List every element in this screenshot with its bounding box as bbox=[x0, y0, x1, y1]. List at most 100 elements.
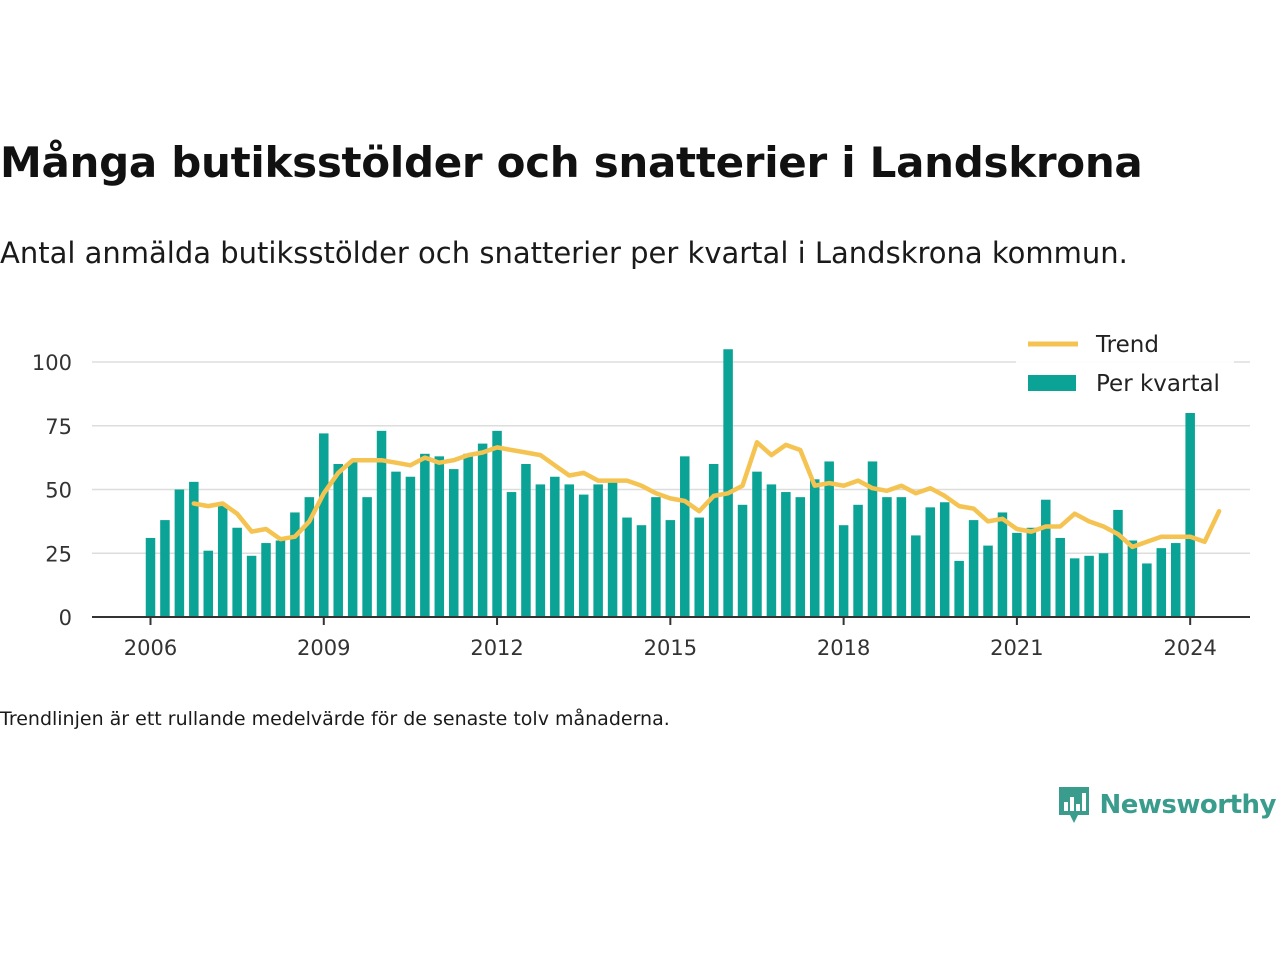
y-tick-label: 75 bbox=[45, 415, 72, 439]
x-tick-label: 2009 bbox=[297, 636, 350, 660]
bar bbox=[665, 520, 676, 617]
bar bbox=[420, 453, 430, 617]
bar bbox=[477, 443, 488, 617]
bar bbox=[333, 464, 343, 617]
y-tick-label: 50 bbox=[45, 479, 72, 503]
bar bbox=[939, 502, 950, 617]
bar bbox=[1185, 413, 1195, 617]
bar bbox=[1084, 555, 1094, 617]
bar bbox=[1026, 527, 1037, 617]
bar bbox=[680, 456, 690, 617]
bar bbox=[232, 527, 242, 617]
bar bbox=[911, 535, 921, 617]
bar bbox=[376, 430, 387, 617]
bar bbox=[1012, 532, 1022, 617]
x-tick-label: 2021 bbox=[990, 636, 1043, 660]
bar bbox=[347, 461, 358, 617]
y-tick-label: 25 bbox=[45, 542, 72, 566]
bar bbox=[492, 430, 502, 617]
bar bbox=[607, 479, 618, 617]
brand-logo[interactable]: Newsworthy bbox=[1056, 784, 1277, 826]
bar bbox=[1113, 509, 1123, 617]
bar bbox=[550, 476, 560, 617]
bar bbox=[434, 456, 445, 617]
bar bbox=[217, 504, 228, 617]
x-tick-label: 2006 bbox=[124, 636, 177, 660]
bar bbox=[1156, 548, 1167, 617]
bar bbox=[824, 461, 834, 617]
bar bbox=[319, 433, 329, 617]
bar bbox=[737, 504, 748, 617]
trend-line bbox=[191, 440, 1222, 550]
bar bbox=[766, 484, 777, 617]
bar bbox=[593, 484, 603, 617]
bar bbox=[752, 471, 762, 617]
bar bbox=[622, 517, 632, 617]
bar bbox=[781, 492, 791, 617]
bar bbox=[290, 512, 300, 617]
y-tick-label: 0 bbox=[59, 606, 72, 630]
bar bbox=[896, 497, 907, 617]
bar bbox=[795, 497, 806, 617]
bar-chart: 0 25 50 75 100 2006 2009 2012 2015 2018 2021 2024 T… bbox=[32, 330, 1250, 660]
bar bbox=[1041, 499, 1051, 617]
bar bbox=[997, 512, 1008, 617]
bar bbox=[246, 555, 257, 617]
bar bbox=[275, 540, 286, 617]
x-tick-label: 2012 bbox=[470, 636, 523, 660]
legend-bars-swatch bbox=[1028, 375, 1076, 391]
bar bbox=[391, 471, 401, 617]
bar bbox=[506, 492, 517, 617]
bar bbox=[174, 489, 185, 617]
footnote: Trendlinjen är ett rullande medelvärde f… bbox=[0, 708, 670, 730]
bar bbox=[838, 525, 849, 617]
bar bbox=[651, 497, 661, 617]
bar bbox=[694, 517, 704, 617]
bar bbox=[1098, 553, 1109, 617]
bar bbox=[809, 479, 820, 617]
bar-chart-speech-bubble-icon bbox=[1058, 787, 1089, 823]
bar bbox=[564, 484, 575, 617]
bar bbox=[463, 453, 473, 617]
bar bbox=[867, 461, 878, 617]
axes: 0 25 50 75 100 2006 2009 2012 2015 2018 2021 2024 bbox=[32, 351, 1250, 660]
bar bbox=[405, 476, 416, 617]
bar bbox=[535, 484, 546, 617]
bar bbox=[578, 494, 589, 617]
legend: Trend Per kvartal bbox=[1016, 330, 1234, 406]
bar bbox=[1069, 558, 1080, 617]
bar bbox=[1170, 543, 1181, 617]
bar bbox=[853, 504, 863, 617]
y-tick-label: 100 bbox=[32, 351, 72, 375]
chart-subtitle: Antal anmälda butiksstölder och snatteri… bbox=[0, 236, 1128, 270]
bar bbox=[1142, 563, 1152, 617]
bar bbox=[304, 497, 315, 617]
x-tick-label: 2024 bbox=[1163, 636, 1216, 660]
legend-bars-label: Per kvartal bbox=[1096, 371, 1220, 397]
bar bbox=[145, 537, 156, 617]
bar bbox=[1055, 537, 1065, 617]
chart-title: Många butiksstölder och snatterier i Lan… bbox=[0, 138, 1143, 187]
bar bbox=[708, 464, 719, 617]
bar bbox=[189, 481, 199, 617]
x-tick-label: 2018 bbox=[817, 636, 870, 660]
bar bbox=[448, 469, 459, 617]
bar bbox=[954, 560, 964, 617]
bar bbox=[925, 507, 936, 617]
bar bbox=[983, 545, 993, 617]
brand-name: Newsworthy bbox=[1099, 790, 1277, 820]
bar bbox=[968, 520, 979, 617]
bar bbox=[261, 543, 271, 617]
bar bbox=[362, 497, 372, 617]
x-tick-label: 2015 bbox=[644, 636, 697, 660]
bar bbox=[636, 525, 647, 617]
bar bbox=[882, 497, 892, 617]
bar bbox=[1127, 540, 1138, 617]
bar bbox=[160, 520, 170, 617]
bar bbox=[723, 349, 733, 617]
bar bbox=[521, 464, 531, 617]
trend-series bbox=[191, 440, 1222, 550]
legend-trend-label: Trend bbox=[1095, 332, 1159, 358]
bar-series bbox=[145, 349, 1195, 617]
bar bbox=[203, 550, 214, 617]
